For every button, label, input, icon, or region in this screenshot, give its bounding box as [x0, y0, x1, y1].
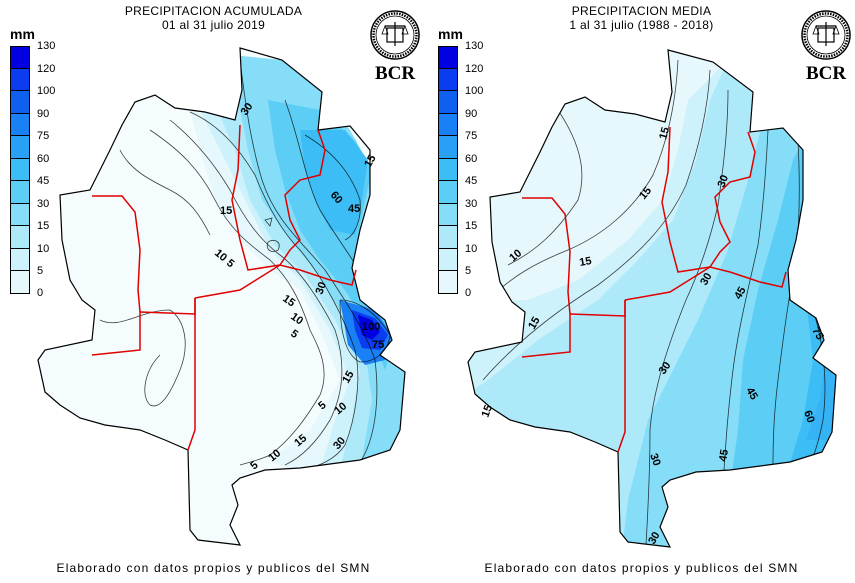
- legend-label: 15: [37, 220, 50, 232]
- legend-label: 100: [465, 85, 484, 97]
- footer-credit: Elaborado con datos propios y publicos d…: [56, 561, 371, 575]
- legend-swatch: [10, 46, 30, 69]
- contour-labels: 15 30 15 10 15 30 45 15 75 30 45 60 45 3…: [480, 126, 826, 547]
- map-panel-average: 15 30 15 10 15 30 45 15 75 30 45 60 45 3…: [428, 0, 855, 583]
- legend-swatch: [438, 46, 458, 69]
- bcr-seal-icon: [370, 10, 420, 60]
- map-title: PRECIPITACION ACUMULADA 01 al 31 julio 2…: [0, 4, 427, 32]
- contour-label: 75: [372, 339, 384, 351]
- contour-label: 15: [480, 403, 495, 419]
- legend-label: 10: [465, 242, 478, 255]
- legend-label: 75: [465, 130, 478, 142]
- contour-label: 15: [340, 369, 357, 386]
- legend-unit: mm: [438, 26, 463, 42]
- map-title-line2: 01 al 31 julio 2019: [161, 18, 266, 32]
- bcr-seal-icon: [801, 10, 851, 60]
- contour-label: 30: [239, 101, 256, 118]
- legend-label: 60: [37, 152, 50, 165]
- legend-swatch: [10, 158, 30, 181]
- bcr-logo-text: BCR: [805, 63, 847, 84]
- precipitation-map-accumulated: 30 15 60 45 15 10 5 15 10 5 30 100 75 15…: [37, 47, 406, 546]
- legend-swatch: [10, 203, 30, 226]
- legend-swatch: [438, 91, 458, 114]
- legend-label: 130: [37, 40, 56, 52]
- legend-swatch: [10, 68, 30, 91]
- legend-label: 15: [465, 220, 478, 232]
- contour-label: 45: [717, 448, 731, 462]
- legend-label: 45: [465, 175, 478, 187]
- footer-credit: Elaborado con datos propios y publicos d…: [484, 561, 799, 575]
- legend-swatch: [438, 203, 458, 226]
- legend-label: 10: [37, 242, 50, 255]
- contour-label: 30: [657, 360, 674, 377]
- legend-label: 75: [37, 130, 50, 142]
- contour-label: 30: [646, 530, 663, 547]
- contour-label: 100: [362, 321, 380, 333]
- legend-swatch: [10, 136, 30, 159]
- contour-label: 30: [647, 452, 662, 468]
- legend-swatch: [438, 226, 458, 249]
- legend-swatch: [10, 226, 30, 249]
- contour-label: 15: [220, 205, 232, 217]
- legend-label: 90: [37, 107, 50, 120]
- legend-label: 0: [465, 287, 472, 299]
- contour-label: 75: [809, 326, 826, 343]
- legend-swatch: [438, 181, 458, 204]
- contour-label: 60: [801, 409, 816, 425]
- contour-label: 45: [348, 203, 360, 215]
- contour-label: 10: [288, 311, 305, 328]
- bcr-logo-text: BCR: [374, 63, 416, 84]
- legend-label: 0: [37, 287, 44, 299]
- contour-label: 30: [698, 271, 715, 288]
- legend-label: 45: [37, 175, 50, 187]
- precipitation-map-average: 15 30 15 10 15 30 45 15 75 30 45 60 45 3…: [467, 49, 837, 548]
- contour-label: 30: [716, 173, 731, 189]
- legend-swatch: [10, 113, 30, 136]
- legend-label: 120: [37, 62, 56, 75]
- legend-swatch: [438, 158, 458, 181]
- contour-label: 30: [314, 280, 329, 296]
- legend-label: 120: [465, 62, 484, 75]
- contour-label: 15: [657, 126, 672, 141]
- contour-label: 15: [280, 293, 297, 310]
- legend-unit: mm: [10, 26, 35, 42]
- legend-swatch: [10, 91, 30, 114]
- contour-label: 5: [288, 328, 300, 341]
- legend-label: 60: [465, 152, 478, 165]
- contour-label: 45: [743, 386, 760, 403]
- contour-label: 15: [578, 255, 592, 269]
- legend-label: 30: [465, 197, 478, 210]
- legend-swatch: [438, 248, 458, 271]
- map-title-line1: PRECIPITACION ACUMULADA: [124, 4, 303, 18]
- legend-label: 100: [37, 85, 56, 97]
- legend-swatch: [10, 181, 30, 204]
- legend-swatch: [10, 248, 30, 271]
- legend-label: 130: [465, 40, 484, 52]
- legend-swatch: [438, 113, 458, 136]
- map-title-line1: PRECIPITACION MEDIA: [571, 4, 712, 18]
- legend-label: 5: [37, 265, 44, 277]
- legend-swatch: [10, 271, 30, 294]
- bcr-logo: BCR: [797, 8, 855, 88]
- map-panel-accumulated: 30 15 60 45 15 10 5 15 10 5 30 100 75 15…: [0, 0, 427, 583]
- contour-label: 15: [362, 153, 379, 170]
- legend-swatch: [438, 271, 458, 294]
- legend-swatch: [438, 68, 458, 91]
- legend-label: 5: [465, 265, 472, 277]
- legend-swatch: [438, 136, 458, 159]
- legend-label: 90: [465, 107, 478, 120]
- legend-label: 30: [37, 197, 50, 210]
- contour-label: 45: [732, 285, 749, 302]
- map-title-line2: 1 al 31 julio (1988 - 2018): [569, 18, 714, 32]
- contour-label: 15: [526, 315, 543, 332]
- map-title: PRECIPITACION MEDIA 1 al 31 julio (1988 …: [428, 4, 855, 32]
- bcr-logo: BCR: [366, 8, 424, 88]
